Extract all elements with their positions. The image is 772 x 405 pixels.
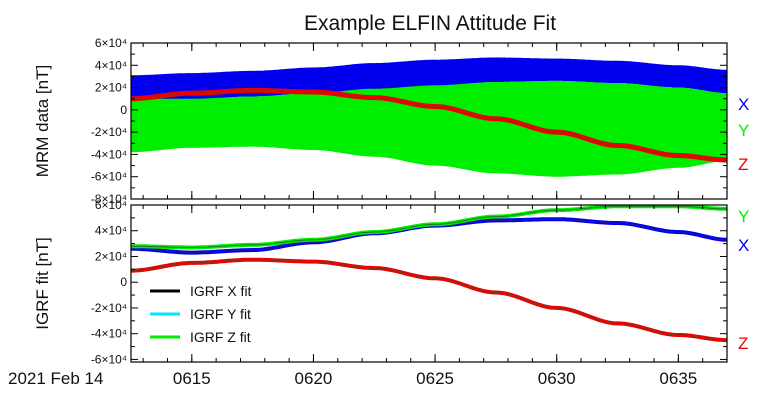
y-axis-label: MRM data [nT] [33, 65, 52, 177]
legend-label: IGRF Z fit [190, 329, 251, 345]
series-z-fit-line [131, 259, 727, 341]
legend-label: IGRF Y fit [190, 306, 251, 322]
y-tick-label: -2×10⁴ [91, 301, 127, 315]
y-tick-label: -4×10⁴ [91, 147, 127, 161]
component-label-z: Z [738, 155, 748, 174]
plot-area [131, 57, 727, 177]
y-tick-label: 2×10⁴ [95, 81, 127, 95]
component-label-y: Y [738, 207, 749, 226]
component-label-x: X [738, 95, 749, 114]
y-tick-label: -2×10⁴ [91, 125, 127, 139]
component-label-y: Y [738, 121, 749, 140]
y-tick-label: 4×10⁴ [95, 58, 127, 72]
series-y-oscillation [131, 80, 727, 177]
y-tick-label: 2×10⁴ [95, 249, 127, 263]
y-tick-label: -6×10⁴ [91, 170, 127, 184]
y-tick-label: 0 [120, 275, 127, 289]
series-z-line-core [131, 89, 727, 161]
y-tick-label: 4×10⁴ [95, 224, 127, 238]
y-tick-label: 0 [120, 103, 127, 117]
x-tick-label: 0635 [659, 369, 697, 388]
x-tick-label: 0625 [416, 369, 454, 388]
x-tick-label: 0620 [295, 369, 333, 388]
y-tick-label: -8×10⁴ [91, 192, 127, 206]
series-y-fit-line [131, 205, 727, 248]
y-tick-label: 6×10⁴ [95, 36, 127, 50]
legend-label: IGRF X fit [190, 283, 252, 299]
y-tick-label: -4×10⁴ [91, 327, 127, 341]
series-y-band [131, 80, 727, 177]
plot-frame [130, 204, 728, 363]
x-tick-label: 0615 [173, 369, 211, 388]
y-tick-label: 6×10⁴ [95, 198, 127, 212]
igrf-fit-panel: 6×10⁴ 4×10⁴ 2×10⁴ 0 -2×10⁴ -4×10⁴ -6×10⁴ 0615 06… [33, 198, 749, 388]
component-label-x: X [738, 236, 749, 255]
plot-area [131, 205, 727, 343]
y-tick-label: -6×10⁴ [91, 352, 127, 366]
date-label: 2021 Feb 14 [8, 369, 103, 388]
component-label-z: Z [738, 334, 748, 353]
mrm-data-panel: 6×10⁴ 4×10⁴ 2×10⁴ 0 -2×10⁴ -4×10⁴ -6×10⁴ -8×10⁴… [33, 36, 749, 206]
figure-title: Example ELFIN Attitude Fit [304, 12, 556, 35]
y-axis-label: IGRF fit [nT] [33, 237, 52, 330]
x-tick-label: 0630 [538, 369, 576, 388]
